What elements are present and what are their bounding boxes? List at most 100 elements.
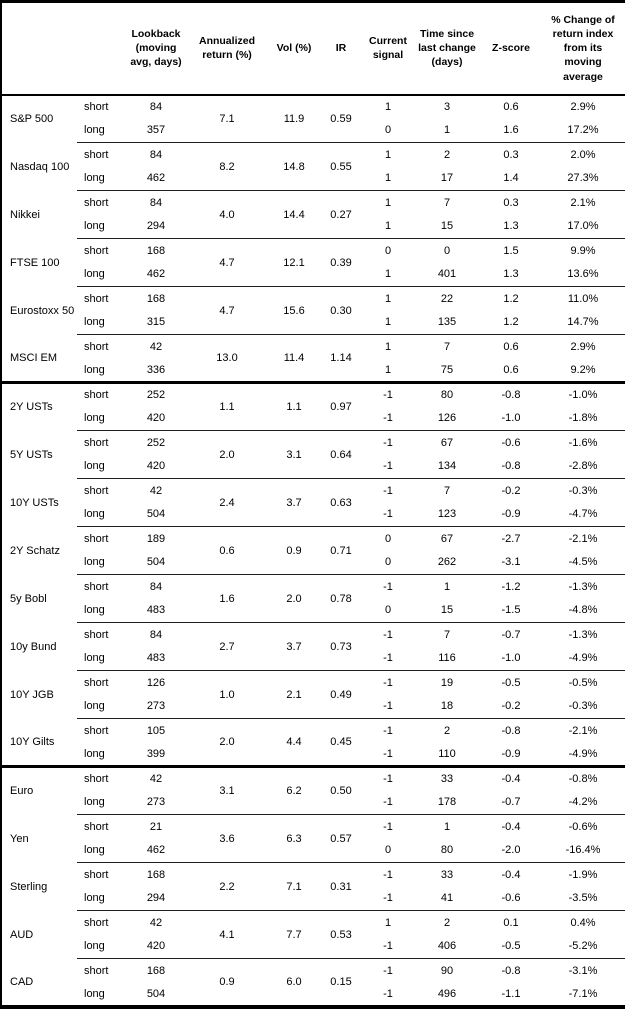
row-label-short: short <box>84 580 109 593</box>
z-score-short-value: -0.5 <box>501 676 521 689</box>
table-row-short: MSCI EM short 42 13.0 11.4 1.14 1 7 0.6 2.9% <box>1 334 625 384</box>
row-label-long: long <box>77 502 127 527</box>
pct-change-long-value: -16.4% <box>541 838 625 863</box>
pct-change-long-value: 27.3% <box>541 166 625 191</box>
vol-value: 0.9 <box>269 526 319 575</box>
table-row-short: 10Y USTs short 42 2.4 3.7 0.63 -1 7 -0.2 -0.3% <box>1 478 625 527</box>
table-row-long: long 420 -1 406 -0.5 -5.2% <box>1 934 625 959</box>
table-row-short: Nasdaq 100 short 84 8.2 14.8 0.55 1 2 0.3 2.0% <box>1 142 625 191</box>
ir-value: 0.27 <box>319 190 363 239</box>
table-row-long: long 504 -1 496 -1.1 -7.1% <box>1 983 625 1007</box>
time-since-long-value: 262 <box>413 550 481 575</box>
header-z-score: Z-score <box>481 1 541 96</box>
z-score-short-value: 0.6 <box>503 101 519 113</box>
pct-change-long-value: 13.6% <box>541 262 625 287</box>
row-label-short: short <box>84 340 109 353</box>
lookback-long-value: 315 <box>127 310 185 335</box>
header-current-signal: Current signal <box>363 1 413 96</box>
row-label-long: long <box>77 790 127 815</box>
table-row-long: long 399 -1 110 -0.9 -4.9% <box>1 742 625 768</box>
lookback-short-value: 252 <box>146 389 166 402</box>
z-score-long-value: 1.2 <box>481 310 541 335</box>
lookback-short-value: 252 <box>146 436 166 449</box>
table-row-long: long 273 -1 18 -0.2 -0.3% <box>1 694 625 719</box>
row-label-long: long <box>77 214 127 239</box>
z-score-long-value: 1.6 <box>481 118 541 143</box>
signal-short-value: -1 <box>383 484 393 497</box>
ir-value: 0.49 <box>319 670 363 719</box>
time-since-long-value: 135 <box>413 310 481 335</box>
signal-short-value: 1 <box>384 196 392 209</box>
lookback-short-value: 168 <box>146 964 166 977</box>
signal-long-value: -1 <box>363 934 413 959</box>
z-score-long-value: -3.1 <box>481 550 541 575</box>
annualized-return-value: 4.1 <box>185 910 269 959</box>
ir-value: 0.71 <box>319 526 363 575</box>
vol-value: 14.8 <box>269 142 319 191</box>
vol-value: 14.4 <box>269 190 319 239</box>
signal-long-value: 1 <box>363 358 413 384</box>
lookback-short-value: 126 <box>146 676 166 689</box>
time-since-long-value: 110 <box>413 742 481 768</box>
annualized-return-value: 0.9 <box>219 975 235 988</box>
time-since-long-value: 18 <box>413 694 481 719</box>
lookback-short-value: 42 <box>149 484 163 497</box>
pct-change-long-value: -7.1% <box>568 987 598 1000</box>
lookback-long-value: 420 <box>127 454 185 479</box>
signal-long-value: 1 <box>363 166 413 191</box>
signal-short-value: -1 <box>383 964 393 977</box>
signal-long-value: -1 <box>383 987 393 1000</box>
row-label-long: long <box>77 742 127 768</box>
instrument-name: Yen <box>10 832 29 845</box>
annualized-return-value: 1.1 <box>185 382 269 431</box>
table-row-long: long 420 -1 134 -0.8 -2.8% <box>1 454 625 479</box>
signal-long-value: 0 <box>363 550 413 575</box>
table-row-short: 5y Bobl short 84 1.6 2.0 0.78 -1 1 -1.2 -1.3% <box>1 574 625 623</box>
lookback-long-value: 462 <box>127 838 185 863</box>
time-since-long-value: 41 <box>413 886 481 911</box>
lookback-short-value: 105 <box>146 724 166 737</box>
vol-value: 11.4 <box>269 334 319 384</box>
annualized-return-value: 2.7 <box>185 622 269 671</box>
signal-short-value: -1 <box>383 389 393 402</box>
time-since-long-value: 406 <box>413 934 481 959</box>
instrument-name: Nikkei <box>10 208 40 221</box>
table-row-short: 10Y JGB short 126 1.0 2.1 0.49 -1 19 -0.5 -0.5% <box>1 670 625 719</box>
z-score-long-value: 1.3 <box>481 214 541 239</box>
row-label-long: long <box>77 262 127 287</box>
pct-change-short-value: 2.9% <box>570 340 596 353</box>
time-since-short-value: 67 <box>440 532 454 545</box>
row-label-long: long <box>77 550 127 575</box>
pct-change-short-value: 9.9% <box>570 244 596 257</box>
time-since-short-value: 2 <box>443 148 451 161</box>
lookback-long-value: 483 <box>127 598 185 623</box>
ir-value: 0.59 <box>319 94 363 143</box>
header-time-since: Time since last change (days) <box>413 1 481 96</box>
z-score-short-value: 1.5 <box>503 244 519 257</box>
lookback-short-value: 42 <box>149 340 163 353</box>
row-label-short: short <box>84 436 109 449</box>
z-score-short-value: 0.3 <box>503 196 519 209</box>
header-lookback: Lookback (moving avg, days) <box>127 1 185 96</box>
pct-change-long-value: 9.2% <box>541 358 625 384</box>
time-since-long-value: 15 <box>413 598 481 623</box>
table-row-short: 10y Bund short 84 2.7 3.7 0.73 -1 7 -0.7 -1.3% <box>1 622 625 671</box>
signal-long-value: 1 <box>363 262 413 287</box>
pct-change-long-value: -4.2% <box>541 790 625 815</box>
z-score-short-value: -0.4 <box>501 868 521 881</box>
instrument-name: 10y Bund <box>10 640 57 653</box>
signal-short-value: 1 <box>384 148 392 161</box>
row-label-long: long <box>77 358 127 384</box>
instrument-name: 2Y USTs <box>10 401 53 414</box>
signal-long-value: -1 <box>363 790 413 815</box>
ir-value: 0.31 <box>319 862 363 911</box>
pct-change-short-value: -1.3% <box>568 580 598 593</box>
z-score-short-value: 0.1 <box>503 916 519 929</box>
time-since-short-value: 90 <box>440 964 454 977</box>
lookback-long-value: 504 <box>146 987 166 1000</box>
signal-short-value: -1 <box>383 868 393 881</box>
signal-long-value: 0 <box>363 598 413 623</box>
instrument-name: 5y Bobl <box>10 592 47 605</box>
signal-short-value: -1 <box>383 628 393 641</box>
time-since-short-value: 7 <box>443 196 451 209</box>
